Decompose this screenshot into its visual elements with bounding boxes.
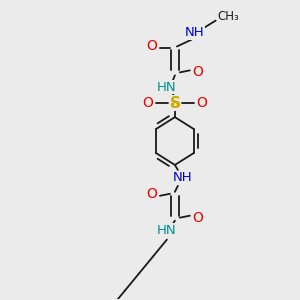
- Text: O: O: [192, 65, 203, 80]
- Text: NH: NH: [185, 26, 205, 39]
- Text: S: S: [169, 96, 180, 111]
- Text: HN: HN: [157, 81, 177, 94]
- Text: HN: HN: [157, 224, 177, 237]
- Text: O: O: [196, 96, 207, 110]
- Text: O: O: [192, 211, 203, 225]
- Text: NH: NH: [173, 171, 193, 184]
- Text: O: O: [142, 96, 153, 110]
- Text: CH₃: CH₃: [218, 10, 239, 23]
- Text: O: O: [147, 40, 158, 53]
- Text: O: O: [147, 187, 158, 201]
